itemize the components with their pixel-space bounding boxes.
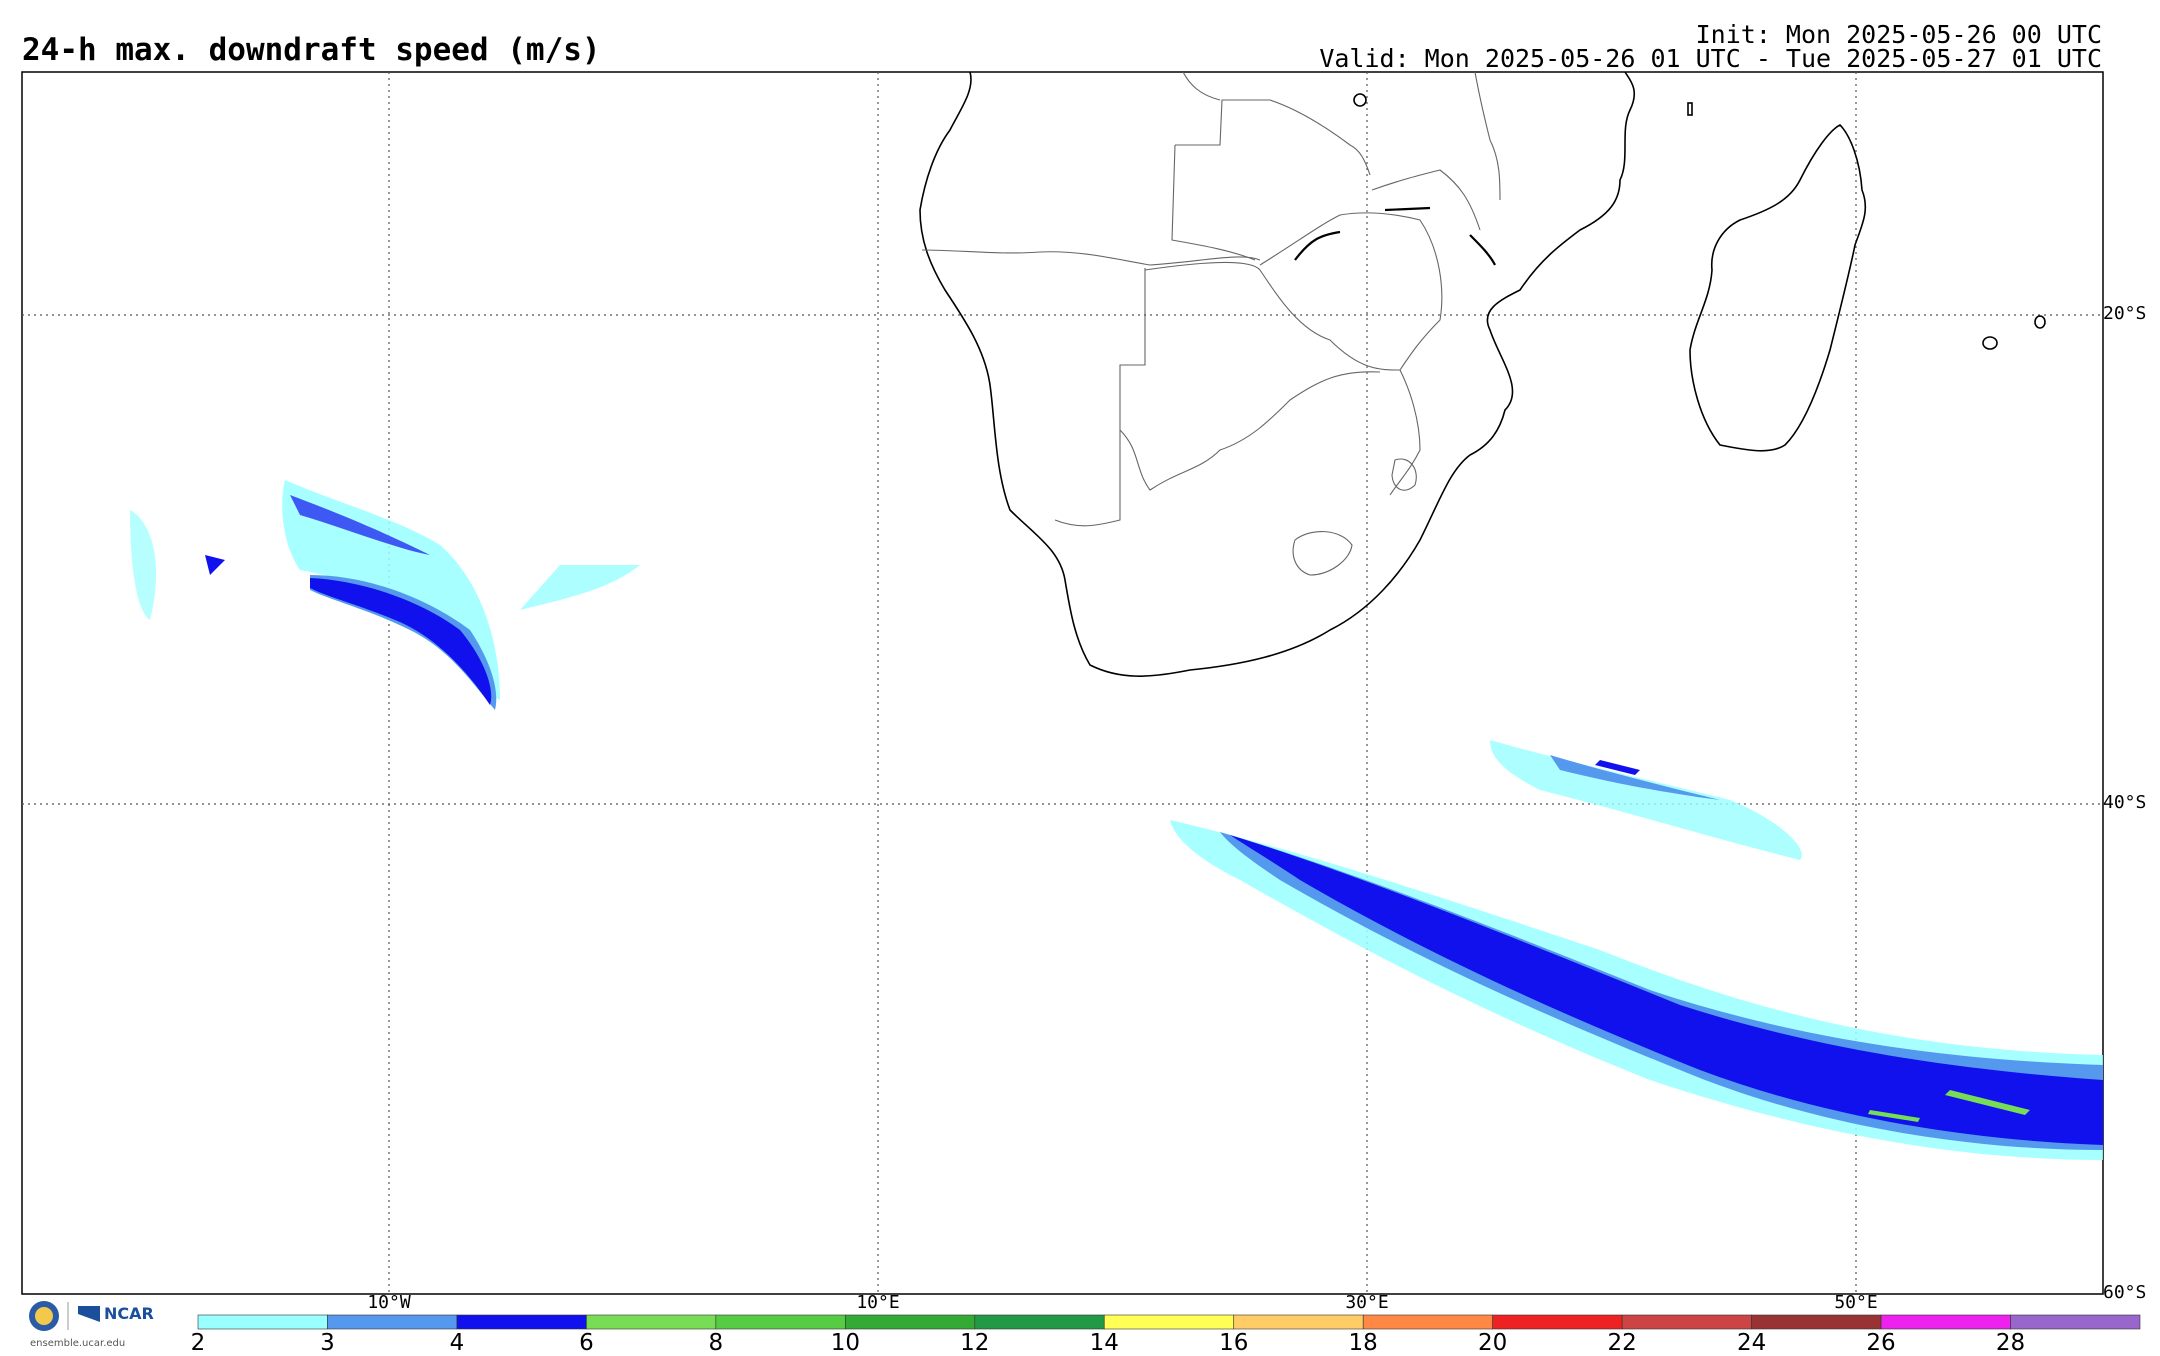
madagascar-coast <box>1689 124 1867 452</box>
colorbar-tick-label: 14 <box>1089 1330 1119 1356</box>
atlantic-field-west <box>130 510 157 620</box>
footer-url: ensemble.ucar.edu <box>30 1338 126 1349</box>
lon-label-10e: 10°E <box>856 1292 900 1313</box>
reunion-coast <box>1982 336 1998 350</box>
colorbar-tick-label: 26 <box>1866 1330 1896 1356</box>
colorbar-swatch <box>456 1314 587 1330</box>
colorbar-tick-label: 16 <box>1219 1330 1249 1356</box>
colorbar-tick-label: 8 <box>708 1330 724 1356</box>
border-lesotho <box>1292 531 1353 576</box>
lake-malawi-south <box>1384 206 1431 212</box>
atlantic-field-high <box>310 578 492 705</box>
lakes <box>1294 206 1496 266</box>
atlantic-streak-north <box>290 495 430 555</box>
country-borders <box>921 71 1501 576</box>
colorbar-tick-label: 2 <box>190 1330 206 1356</box>
colorbar-tick-label: 12 <box>960 1330 990 1356</box>
lake-kariba <box>1294 230 1341 261</box>
colorbar-swatch <box>2010 1314 2141 1330</box>
border-angola <box>921 249 1261 266</box>
ncar-mark-icon <box>78 1306 100 1322</box>
colorbar-swatch <box>845 1314 976 1330</box>
init-time: Init: Mon 2025-05-26 00 UTC <box>1695 20 2102 49</box>
border-namibia <box>1054 268 1146 527</box>
nsf-seal-inner-icon <box>35 1307 53 1325</box>
indian-field-high <box>1230 835 2103 1145</box>
border-zambia-west <box>1171 144 1256 261</box>
colorbar-tick-label: 22 <box>1607 1330 1637 1356</box>
border-botswana-north <box>1144 261 1401 371</box>
ncar-text: NCAR <box>104 1304 154 1323</box>
lake-coast <box>1353 93 1367 107</box>
coastlines <box>919 71 2046 677</box>
colorbar-tick-label: 18 <box>1348 1330 1378 1356</box>
colorbar-swatch <box>974 1314 1105 1330</box>
border-malawi <box>1474 71 1501 201</box>
indian-speck <box>1595 760 1640 775</box>
colorbar-swatch <box>197 1314 328 1330</box>
colorbar-tick-label: 4 <box>449 1330 465 1356</box>
colorbar-tick-label: 24 <box>1736 1330 1767 1356</box>
colorbar-tick-label: 10 <box>830 1330 860 1356</box>
nsf-ncar-logo <box>29 1301 100 1331</box>
lat-label-40s: 40°S <box>2103 792 2147 813</box>
comoros-coast <box>1687 102 1693 116</box>
colorbar-swatch <box>1492 1314 1623 1330</box>
colorbar-swatch <box>1233 1314 1364 1330</box>
graticule <box>22 72 2103 1294</box>
downdraft-atlantic <box>130 480 640 710</box>
border-zimbabwe <box>1259 212 1443 371</box>
valid-time: Valid: Mon 2025-05-26 01 UTC - Tue 2025-… <box>1319 44 2102 73</box>
colorbar-swatch <box>1880 1314 2011 1330</box>
border-eswatini <box>1391 458 1417 491</box>
border-botswana-south <box>1119 371 1381 491</box>
colorbar-swatch <box>1621 1314 1752 1330</box>
atlantic-field-east <box>520 565 640 610</box>
border-zambia-north <box>1175 99 1371 176</box>
mauritius-coast <box>2034 315 2046 329</box>
atlantic-speck <box>205 555 225 575</box>
colorbar-tick-label: 28 <box>1995 1330 2026 1356</box>
border-mozambique-south <box>1389 369 1421 496</box>
colorbar-tick-label: 3 <box>320 1330 335 1356</box>
colorbar-tick-label: 20 <box>1478 1330 1508 1356</box>
indian-field-peak-2 <box>1868 1110 1920 1122</box>
colorbar-swatch <box>1103 1314 1235 1330</box>
colorbar-swatch <box>586 1314 717 1330</box>
lon-label-10w: 10°W <box>367 1292 411 1313</box>
map-title: 24-h max. downdraft speed (m/s) <box>22 32 601 68</box>
colorbar-swatch <box>1362 1314 1493 1330</box>
lon-label-30e: 30°E <box>1345 1292 1389 1313</box>
colorbar-swatch <box>327 1314 458 1330</box>
lat-label-20s: 20°S <box>2103 303 2147 324</box>
colorbar-swatch <box>715 1314 846 1330</box>
border-drc <box>1182 71 1221 101</box>
colorbar-tick-label: 6 <box>579 1330 594 1356</box>
lon-label-50e: 50°E <box>1834 1292 1878 1313</box>
africa-coast <box>919 71 1635 677</box>
colorbar-swatch <box>1751 1314 1882 1330</box>
downdraft-indian <box>1170 740 2103 1160</box>
lake-cahora <box>1469 234 1496 266</box>
colorbar <box>197 1314 2141 1330</box>
lat-label-60s: 60°S <box>2103 1282 2147 1303</box>
indian-field-peak <box>1945 1090 2030 1115</box>
border-mozambique-north <box>1371 169 1481 231</box>
